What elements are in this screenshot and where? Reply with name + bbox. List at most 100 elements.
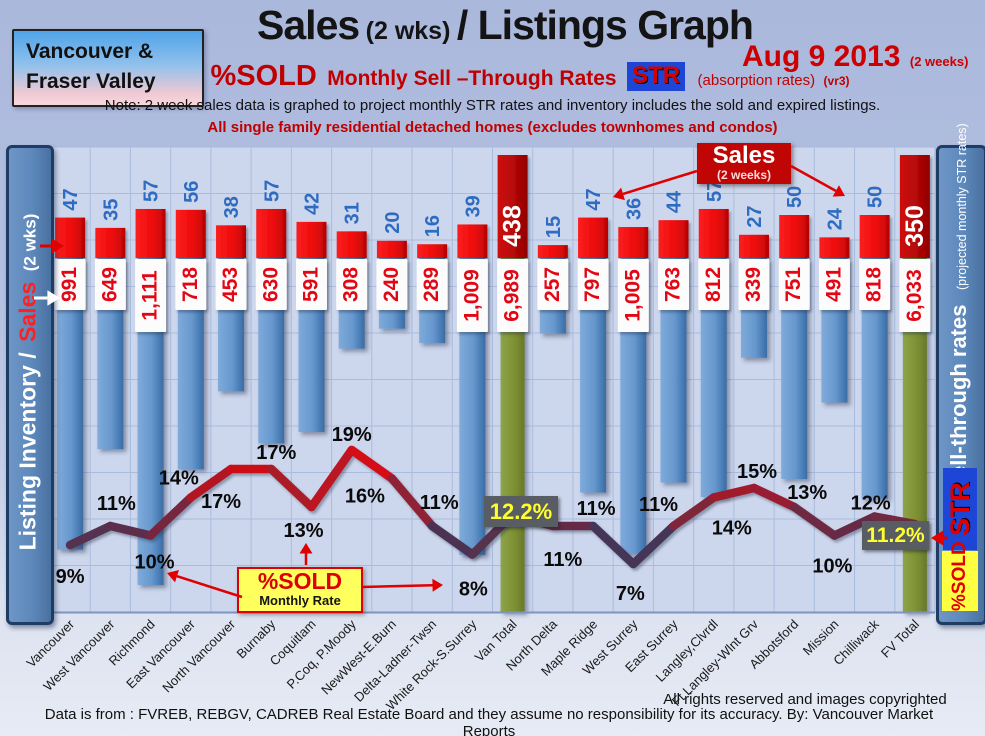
str-line-segment <box>427 521 477 559</box>
sales-value: 35 <box>100 199 122 221</box>
sales-callout-title: Sales <box>712 142 776 169</box>
sales-value: 57 <box>261 180 283 202</box>
str-line-segment <box>789 502 839 540</box>
str-rate-label: 13% <box>283 520 323 542</box>
sold-callout-title: %SOLD <box>257 568 343 594</box>
sales-total-value: 350 <box>901 205 929 247</box>
str-rate-label: 11% <box>577 498 616 520</box>
str-line-segment <box>347 445 397 483</box>
inventory-label-box <box>94 259 126 310</box>
page-title: Sales (2 wks) / Listings Graph <box>225 2 785 49</box>
right-axis-sub: (projected monthly STR rates) <box>955 123 969 291</box>
inventory-label-box <box>336 259 368 310</box>
title-main: Sales <box>257 2 360 48</box>
sales-value: 50 <box>784 186 806 208</box>
inventory-label-boxes <box>54 259 931 332</box>
sold-callout-box: %SOLD Monthly Rate <box>237 567 363 613</box>
sales-value: 15 <box>543 216 565 238</box>
str-line-segment <box>307 445 356 512</box>
subtitle-sold: %SOLD <box>210 60 317 92</box>
sales-value: 38 <box>221 196 243 218</box>
bar-sales <box>698 208 729 258</box>
bar-sales-total <box>899 155 930 258</box>
subtitle-version: (vr3) <box>823 74 850 88</box>
inventory-label-box <box>497 259 529 332</box>
inventory-value: 818 <box>863 267 886 302</box>
right-axis-main: Sell-through rates <box>946 304 971 493</box>
region-line2: Fraser Valley <box>26 70 156 94</box>
str-line-segment <box>709 483 759 502</box>
inventory-value: 308 <box>340 267 363 302</box>
str-rate-label: 10% <box>135 552 175 574</box>
inventory-value: 991 <box>58 267 81 302</box>
inventory-label-box <box>215 259 247 310</box>
bar-sales <box>175 209 206 258</box>
sales-total-value: 438 <box>499 205 527 247</box>
sales-value: 47 <box>583 188 605 210</box>
inventory-label-box <box>537 259 569 310</box>
inventory-value: 1,111 <box>139 270 162 321</box>
str-line-segment <box>267 464 316 512</box>
date-text: Aug 9 2013 <box>742 40 901 73</box>
sold-axis-badge: %SOLD <box>942 541 978 611</box>
bar-sales <box>296 221 327 258</box>
str-rate-label: 11% <box>420 492 459 514</box>
inventory-label-box <box>456 259 488 332</box>
sales-value: 20 <box>382 212 404 234</box>
str-rate-label: 10% <box>812 556 852 578</box>
str-line-segment <box>749 483 799 512</box>
inventory-value: 649 <box>98 267 121 302</box>
inventory-value: 630 <box>259 267 282 302</box>
inventory-value: 339 <box>742 267 765 302</box>
str-line-segment <box>830 512 879 540</box>
sales-value: 57 <box>141 180 163 202</box>
note-text: Note: 2 week sales data is graphed to pr… <box>104 97 881 114</box>
inventory-value: 763 <box>662 267 685 302</box>
inventory-label-box <box>54 259 86 310</box>
inventory-label-box <box>175 259 207 310</box>
x-axis-label: West Vancouver <box>40 616 118 694</box>
str-rate-label: 7% <box>616 583 645 605</box>
str-line <box>65 445 920 569</box>
left-axis-part1: Listing Inventory / <box>14 352 41 551</box>
inventory-value: 751 <box>782 267 805 302</box>
title-paren: (2 wks) <box>365 17 451 45</box>
source-text: Data is from : FVREB, REBGV, CADREB Real… <box>44 706 934 736</box>
inventory-label-box <box>899 259 931 332</box>
inventory-value: 491 <box>822 267 845 302</box>
str-rate-label: 17% <box>256 442 296 464</box>
inventory-label-box <box>416 259 448 310</box>
report-date: Aug 9 2013 (2 weeks) <box>742 40 968 74</box>
inventory-label-box <box>658 259 690 310</box>
bar-value-labels: 991 47 649 35 1,111 57 718 56 453 38 630 57 591 42 308… <box>58 180 929 322</box>
inventory-value: 1,005 <box>621 269 644 322</box>
str-rate-label: 15% <box>737 461 777 483</box>
inventory-value: 6,033 <box>903 269 926 322</box>
subtitle: %SOLD Monthly Sell –Through Rates STR (a… <box>90 60 970 93</box>
inventory-label-box <box>376 259 408 310</box>
str-rate-label: 8% <box>459 579 488 601</box>
str-rate-label: 17% <box>201 491 241 513</box>
inventory-value: 6,989 <box>501 269 524 322</box>
inventory-label-box <box>617 259 649 332</box>
fv-total-rate-box: 11.2% <box>862 521 929 550</box>
bar-sales <box>376 240 407 258</box>
inventory-label-box <box>859 259 891 310</box>
str-rate-label: 13% <box>787 482 827 504</box>
str-rate-label: 9% <box>56 566 85 588</box>
x-axis-label: North Vancouver <box>159 616 238 695</box>
bar-sales-total <box>497 155 528 258</box>
inventory-label-box <box>778 259 810 310</box>
bar-sales <box>819 237 850 258</box>
sales-value: 27 <box>744 206 766 228</box>
str-line-segment <box>629 521 678 569</box>
bar-sales <box>618 227 649 258</box>
sales-value: 42 <box>301 193 323 215</box>
bar-sales <box>216 225 247 258</box>
str-rate-label: 19% <box>332 424 372 446</box>
title-rest: / Listings Graph <box>456 2 754 48</box>
sales-value: 36 <box>623 198 645 220</box>
bar-sales <box>457 224 488 258</box>
